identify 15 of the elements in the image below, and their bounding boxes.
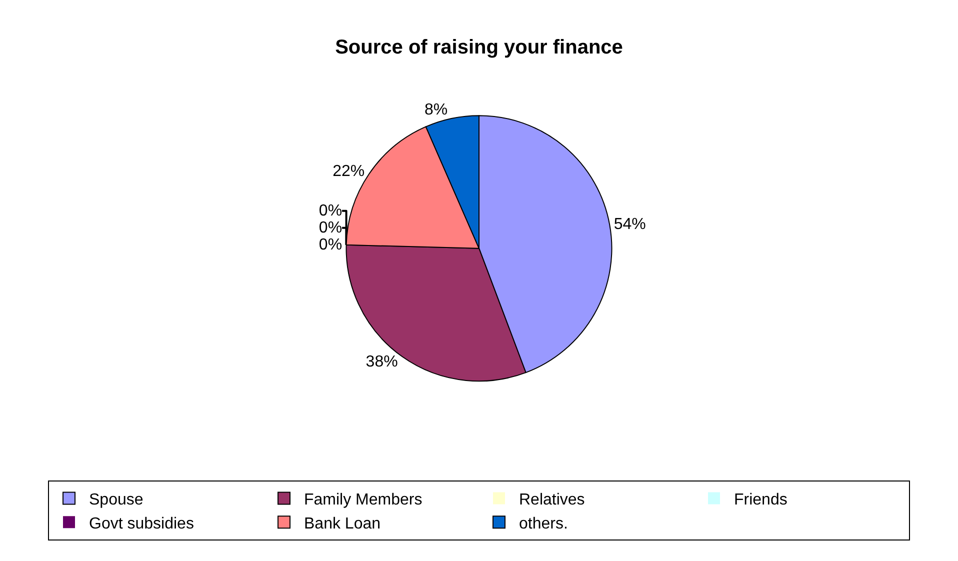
data-label: 38% (366, 354, 398, 371)
data-label: 8% (424, 102, 448, 119)
legend-label: Bank Loan (304, 515, 381, 532)
legend-label: Friends (734, 492, 788, 509)
chart-title: Source of raising your finance (335, 36, 623, 58)
text: 0% (318, 202, 342, 220)
data-label: 54% (614, 216, 646, 233)
legend-label: Family Members (304, 492, 422, 509)
data-label: 22% (332, 163, 365, 180)
legend-label: Govt subsidies (89, 515, 194, 532)
legend-label: others. (519, 515, 568, 532)
legend-label: Spouse (89, 492, 144, 509)
legend-label: Relatives (519, 492, 585, 509)
text: 0% (318, 236, 342, 254)
text: 0% (318, 219, 342, 236)
